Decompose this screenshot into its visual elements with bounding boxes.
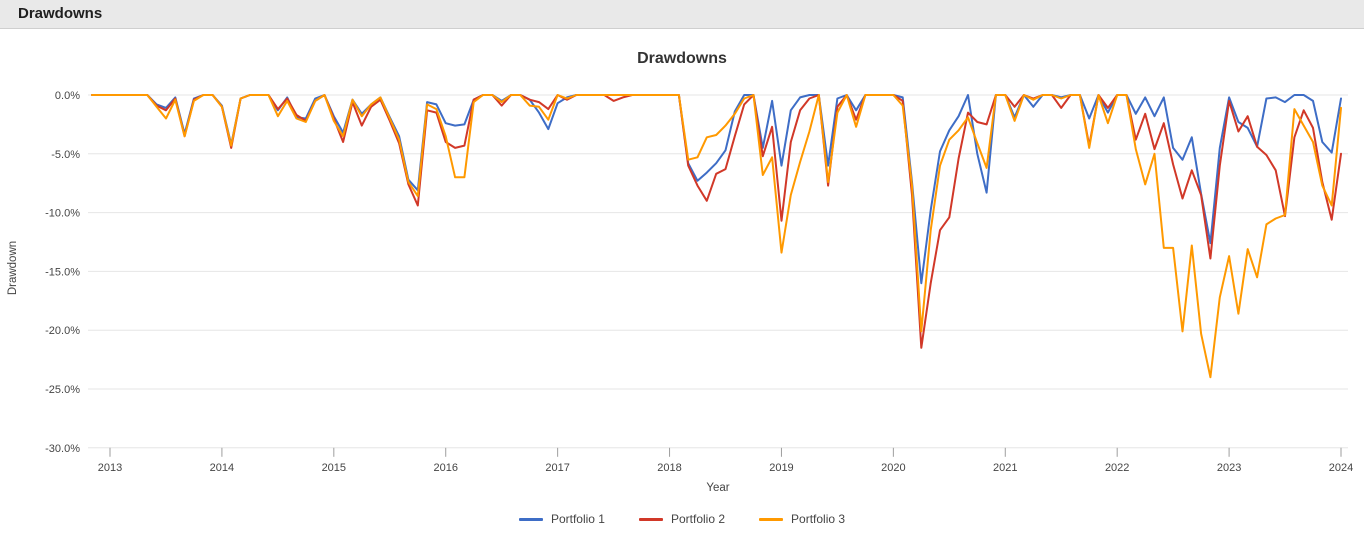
legend-label: Portfolio 3 [791, 512, 846, 526]
legend-label: Portfolio 1 [550, 512, 605, 526]
series-line-portfolio-2[interactable] [91, 94, 1342, 349]
series-line-portfolio-3[interactable] [91, 94, 1342, 379]
chart-plot-area[interactable]: 0.0% -5.0% -10.0% -15.0% -20.0% -25.0% -30.0% 2… [0, 30, 1364, 536]
y-tick-label: -15.0% [45, 266, 80, 278]
legend-item-portfolio-1: Portfolio 1 [518, 512, 605, 526]
series-line-portfolio-1[interactable] [91, 94, 1342, 285]
x-tick-label: 2015 [322, 462, 346, 474]
legend-swatch [759, 517, 784, 521]
chart-title: Drawdowns [637, 50, 727, 67]
y-tick-label: -20.0% [45, 325, 80, 337]
x-tick-label: 2024 [1329, 462, 1353, 474]
x-axis-title: Year [706, 482, 730, 494]
y-tick-label: -5.0% [51, 149, 80, 161]
x-tick-label: 2021 [993, 462, 1017, 474]
legend-item-portfolio-3: Portfolio 3 [759, 512, 845, 526]
x-tick-label: 2022 [1105, 462, 1129, 474]
x-tick-label: 2016 [433, 462, 457, 474]
legend-label: Portfolio 2 [670, 512, 726, 526]
drawdowns-chart[interactable]: Drawdowns 0.0% -5.0% -10.0% -15.0% -20.0% -25… [0, 30, 1364, 536]
y-tick-label: -25.0% [45, 384, 80, 396]
panel-title: Drawdowns [18, 5, 103, 22]
panel-header: Drawdowns [0, 0, 1364, 29]
x-tick-label: 2018 [657, 462, 681, 474]
y-axis-title: Drawdown [7, 240, 19, 296]
x-tick-label: 2017 [545, 462, 569, 474]
x-tick-label: 2013 [98, 462, 122, 474]
legend-item-portfolio-2: Portfolio 2 [638, 512, 726, 526]
x-tick-label: 2020 [881, 462, 905, 474]
y-tick-label: 0.0% [55, 90, 80, 102]
x-tick-label: 2023 [1217, 462, 1241, 474]
legend-swatch [638, 517, 663, 521]
x-tick-label: 2019 [769, 462, 793, 474]
legend-swatch [518, 517, 543, 521]
y-tick-label: -30.0% [45, 443, 80, 455]
y-tick-label: -10.0% [45, 208, 80, 220]
x-tick-label: 2014 [210, 462, 234, 474]
chart-legend: Portfolio 1 Portfolio 2 Portfolio 3 [0, 512, 1364, 526]
